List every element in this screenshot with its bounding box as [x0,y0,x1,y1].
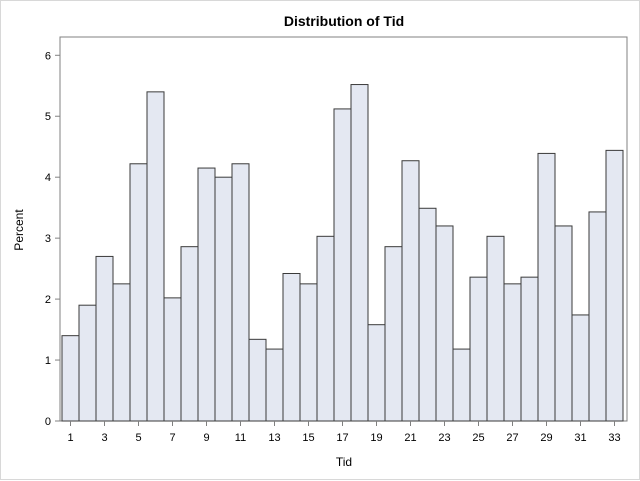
x-tick-label-13: 13 [268,432,280,444]
bar-tid-13 [265,348,284,422]
x-tick-label-7: 7 [169,432,175,444]
bar-tid-30 [554,225,573,422]
y-axis-label: Percent [12,209,26,251]
y-tick-label-5: 5 [45,111,51,123]
y-tick-label-1: 1 [45,355,51,367]
bar-tid-20 [384,246,403,422]
y-tick-label-4: 4 [45,172,51,184]
y-tick-label-6: 6 [45,50,51,62]
x-tick-label-15: 15 [302,432,314,444]
bar-tid-33 [605,149,624,422]
bar-tid-1 [61,335,80,422]
bar-tid-23 [435,225,454,422]
bar-tid-25 [469,276,488,422]
x-tick-label-11: 11 [235,432,246,444]
y-tick-label-0: 0 [45,416,51,428]
bar-tid-12 [248,338,267,422]
bar-tid-2 [78,304,97,422]
bar-tid-18 [350,84,369,422]
x-axis-label: Tid [336,455,352,469]
bar-tid-29 [537,152,556,422]
bar-tid-8 [180,246,199,422]
bars-group [61,84,624,422]
bar-tid-27 [503,283,522,422]
bar-tid-11 [231,163,250,422]
bar-tid-4 [112,283,131,422]
bar-tid-21 [401,160,420,422]
bar-tid-19 [367,324,386,422]
bar-tid-10 [214,176,233,422]
bar-tid-16 [316,235,335,422]
x-tick-label-17: 17 [336,432,348,444]
y-tick-label-3: 3 [45,233,51,245]
x-tick-label-29: 29 [540,432,552,444]
x-tick-label-25: 25 [472,432,484,444]
x-tick-label-21: 21 [404,432,416,444]
x-tick-label-1: 1 [67,432,73,444]
bar-tid-15 [299,283,318,422]
x-tick-label-23: 23 [438,432,450,444]
chart-title: Distribution of Tid [284,13,404,29]
x-tick-label-3: 3 [101,432,107,444]
x-tick-label-27: 27 [506,432,518,444]
x-tick-label-5: 5 [135,432,141,444]
x-tick-label-33: 33 [608,432,620,444]
bar-tid-9 [197,167,216,422]
bar-tid-17 [333,108,352,422]
y-axis: 0 1 2 3 4 5 6 [45,50,60,428]
x-tick-label-31: 31 [574,432,586,444]
bar-tid-14 [282,272,301,422]
x-tick-label-9: 9 [203,432,209,444]
x-tick-label-19: 19 [370,432,382,444]
x-axis: 1 3 5 7 9 11 13 15 17 19 21 23 25 27 29 31 33 [67,421,621,444]
bar-tid-5 [129,163,148,422]
bar-tid-22 [418,207,437,422]
bar-tid-26 [486,235,505,422]
bar-tid-31 [571,314,590,422]
bar-tid-24 [452,348,471,422]
bar-tid-28 [520,276,539,422]
bar-tid-32 [588,211,607,422]
y-tick-label-2: 2 [45,294,51,306]
bar-tid-3 [95,255,114,422]
bar-tid-6 [146,91,165,422]
bar-tid-7 [163,297,182,422]
